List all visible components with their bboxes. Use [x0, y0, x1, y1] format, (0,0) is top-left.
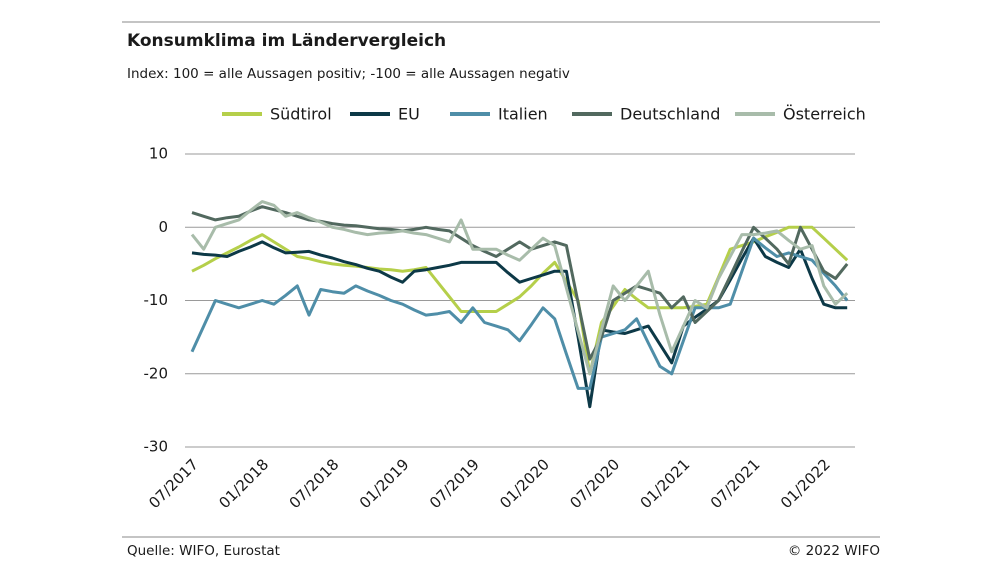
x-tick-label: 07/2017: [145, 455, 202, 512]
copyright: © 2022 WIFO: [788, 543, 880, 559]
x-tick-label: 01/2021: [637, 455, 694, 512]
legend-label: Südtirol: [270, 105, 332, 124]
series-line: [191, 205, 849, 361]
y-tick-label: -10: [144, 291, 169, 309]
x-tick-label: 01/2022: [777, 455, 834, 512]
series-line: [190, 200, 849, 376]
legend-label: Deutschland: [620, 105, 720, 124]
x-tick-label: 01/2019: [356, 455, 413, 512]
chart-title: Konsumklima im Ländervergleich: [127, 31, 446, 51]
y-tick-label: -20: [144, 364, 169, 382]
x-tick-label: 07/2020: [566, 455, 623, 512]
x-tick-label: 07/2018: [286, 455, 343, 512]
source: Quelle: WIFO, Eurostat: [127, 543, 280, 559]
series-line: [191, 225, 849, 376]
series-line: [190, 236, 849, 390]
y-tick-label: -30: [144, 438, 169, 456]
series-line: [191, 236, 848, 409]
y-tick-label: 10: [149, 145, 168, 163]
chart-subtitle: Index: 100 = alle Aussagen positiv; -100…: [127, 66, 570, 82]
x-tick-label: 07/2019: [426, 455, 483, 512]
legend-label: Italien: [498, 105, 548, 124]
legend-label: Österreich: [783, 105, 866, 124]
x-tick-label: 01/2020: [496, 455, 553, 512]
x-tick-label: 07/2021: [707, 455, 764, 512]
y-tick-label: 0: [158, 218, 168, 236]
legend-label: EU: [398, 105, 420, 124]
x-tick-label: 01/2018: [215, 455, 272, 512]
